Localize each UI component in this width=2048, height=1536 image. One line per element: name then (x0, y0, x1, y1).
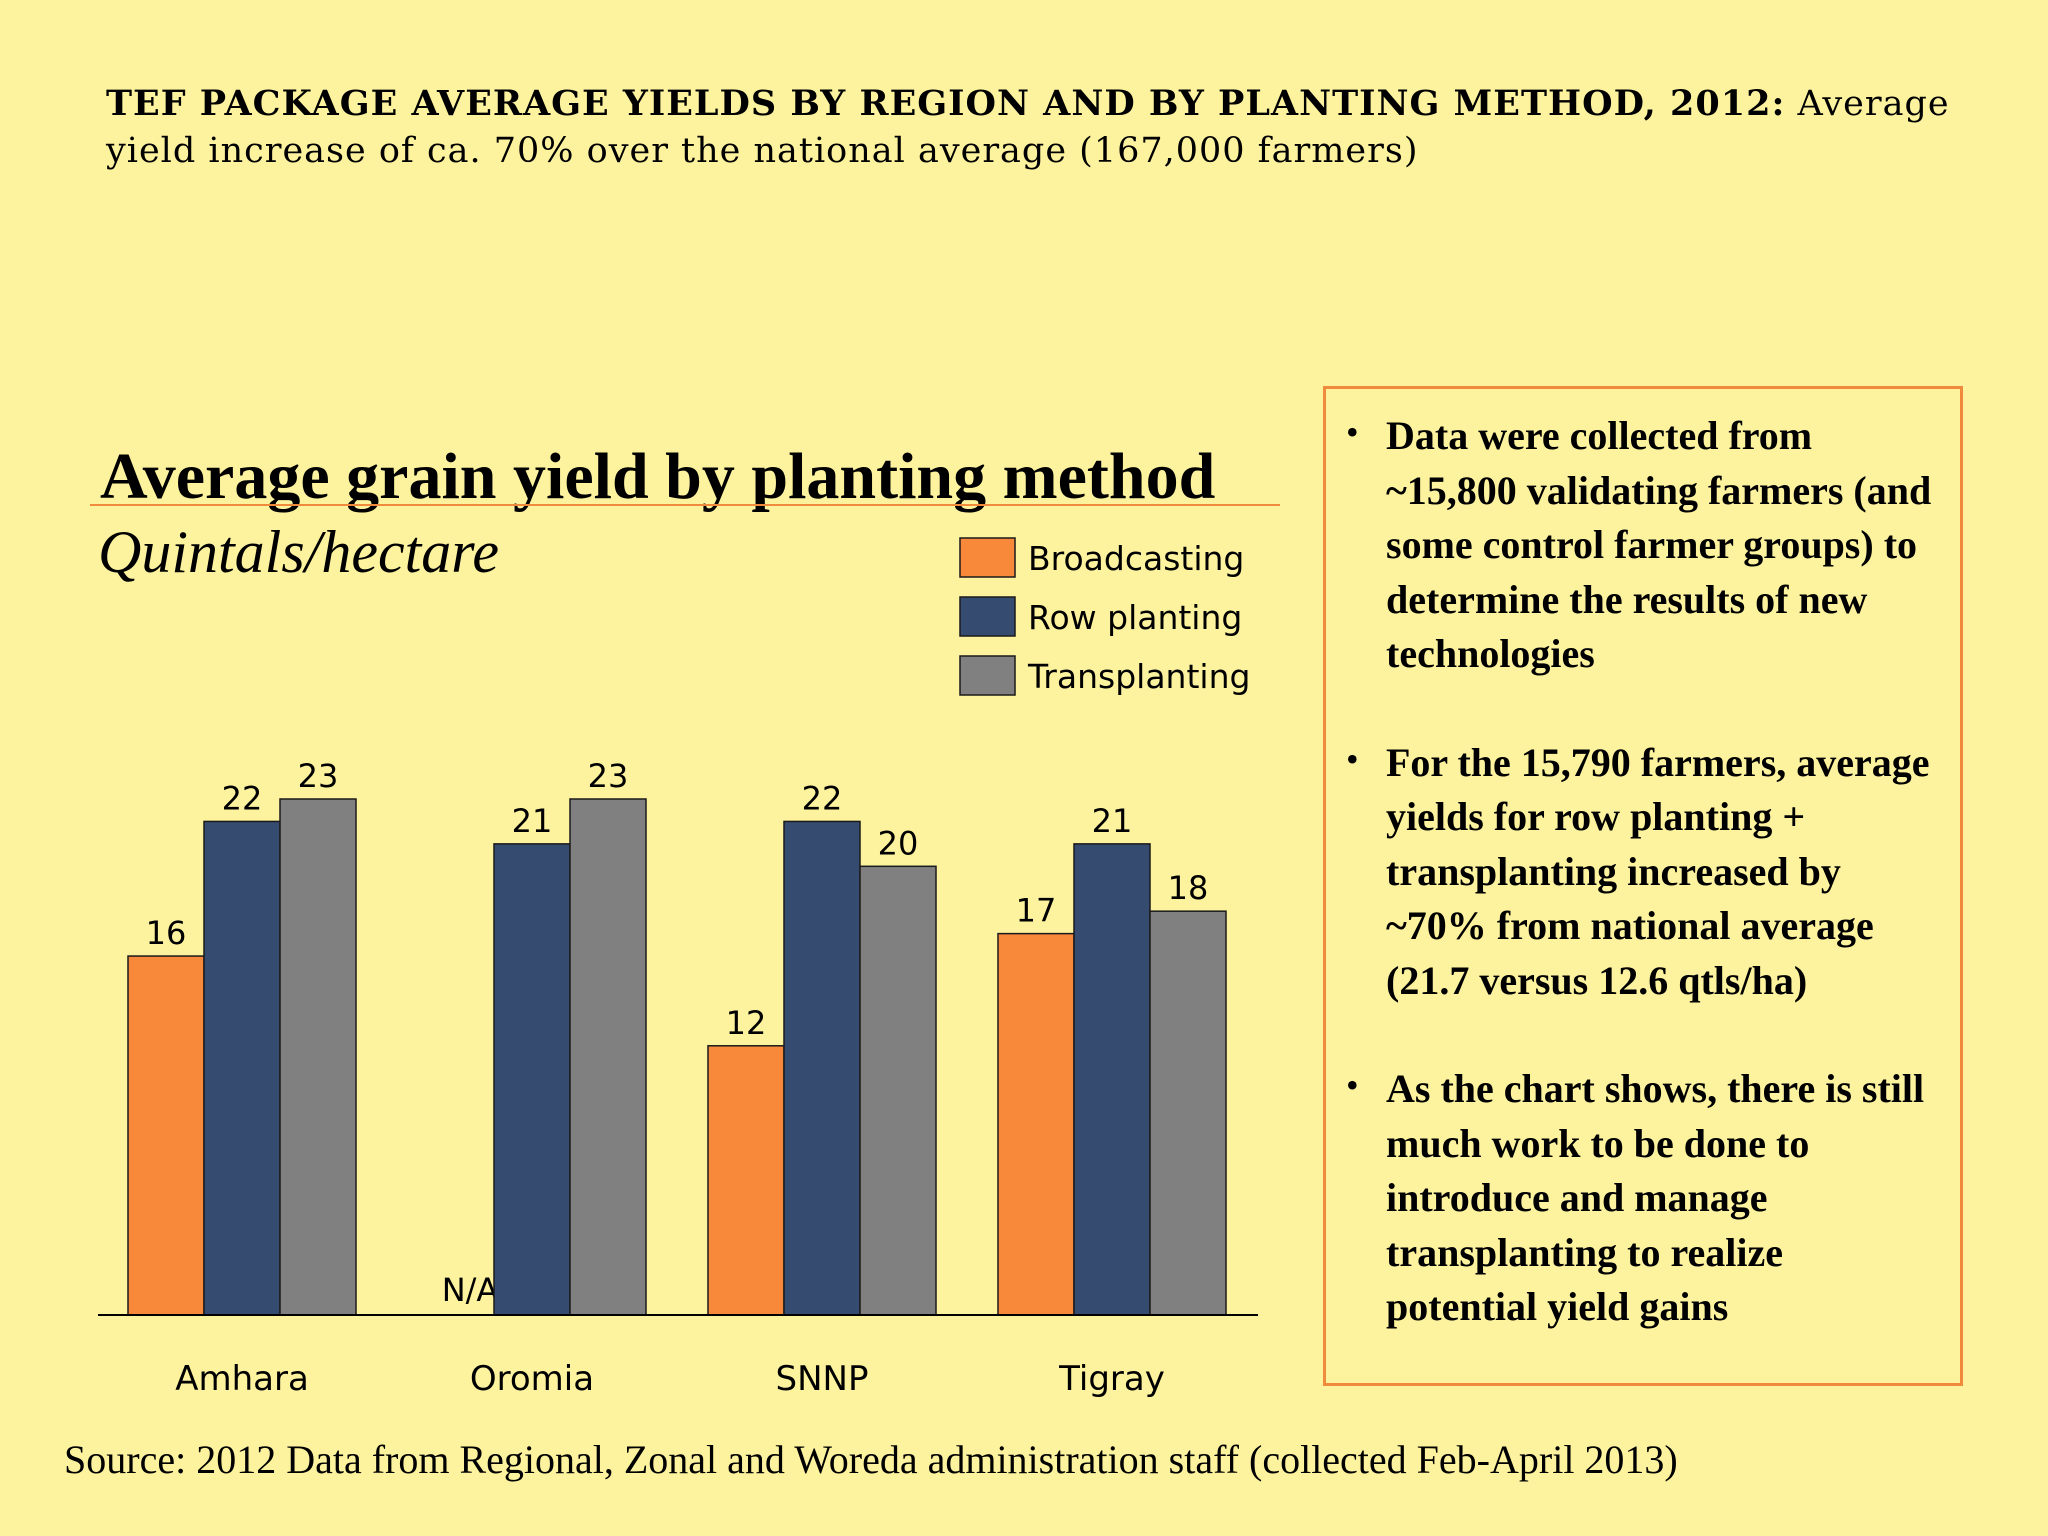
legend-swatch (959, 537, 1016, 578)
bar-broadcasting-snnp (707, 1045, 785, 1316)
notes-list: Data were collected from ~15,800 validat… (1326, 405, 1942, 1335)
legend-label: Broadcasting (1028, 539, 1244, 578)
notes-box: Data were collected from ~15,800 validat… (1323, 386, 1963, 1386)
header-lead: TEF PACKAGE AVERAGE YIELDS BY REGION AND… (106, 83, 1786, 124)
note-item: As the chart shows, there is still much … (1326, 1058, 1942, 1335)
data-label: 22 (802, 779, 843, 817)
data-label: 12 (726, 1004, 767, 1042)
bar-chart: Average grain yield by planting method Q… (90, 440, 1280, 1399)
bar-transplanting-snnp (859, 865, 937, 1316)
x-tick-label: Oromia (470, 1359, 594, 1399)
data-label: 21 (512, 802, 553, 840)
chart-title: Average grain yield by planting method (100, 440, 1215, 513)
bars-group: 16 22 23 N/A 21 23 12 22 20 17 21 18 (127, 757, 1227, 1316)
bar-broadcasting-tigray (997, 932, 1075, 1316)
header-rest: Average yield increase of ca. 70% over t… (106, 84, 1950, 171)
data-label: 23 (298, 757, 339, 795)
bar-transplanting-tigray (1149, 910, 1227, 1316)
data-label: 22 (222, 779, 263, 817)
data-label: 18 (1168, 869, 1209, 907)
legend-swatch (959, 596, 1016, 637)
data-label: 17 (1016, 892, 1057, 930)
source-note: Source: 2012 Data from Regional, Zonal a… (64, 1437, 1678, 1482)
note-item: Data were collected from ~15,800 validat… (1326, 405, 1942, 682)
legend-label: Row planting (1028, 598, 1242, 637)
note-item: For the 15,790 farmers, average yields f… (1326, 732, 1942, 1009)
data-label: 16 (146, 914, 187, 952)
bar-row-planting-oromia (493, 843, 571, 1316)
data-label: 23 (588, 757, 629, 795)
legend-swatch (959, 655, 1016, 696)
legend-label: Transplanting (1027, 657, 1250, 696)
data-label: 20 (878, 824, 919, 862)
bar-transplanting-amhara (279, 798, 357, 1316)
x-axis-labels: Amhara Oromia SNNP Tigray (175, 1359, 1165, 1399)
bar-row-planting-tigray (1073, 843, 1151, 1316)
data-label-na: N/A (442, 1271, 499, 1309)
bar-transplanting-oromia (569, 798, 647, 1316)
bar-row-planting-snnp (783, 820, 861, 1316)
bar-row-planting-amhara (203, 820, 281, 1316)
x-tick-label: Amhara (175, 1359, 309, 1399)
bar-broadcasting-amhara (127, 955, 205, 1316)
slide-header: TEF PACKAGE AVERAGE YIELDS BY REGION AND… (106, 80, 1986, 175)
legend: Broadcasting Row planting Transplanting (959, 537, 1250, 696)
data-label: 21 (1092, 802, 1133, 840)
x-tick-label: Tigray (1058, 1359, 1165, 1399)
chart-subtitle: Quintals/hectare (98, 519, 499, 585)
x-tick-label: SNNP (776, 1359, 869, 1399)
